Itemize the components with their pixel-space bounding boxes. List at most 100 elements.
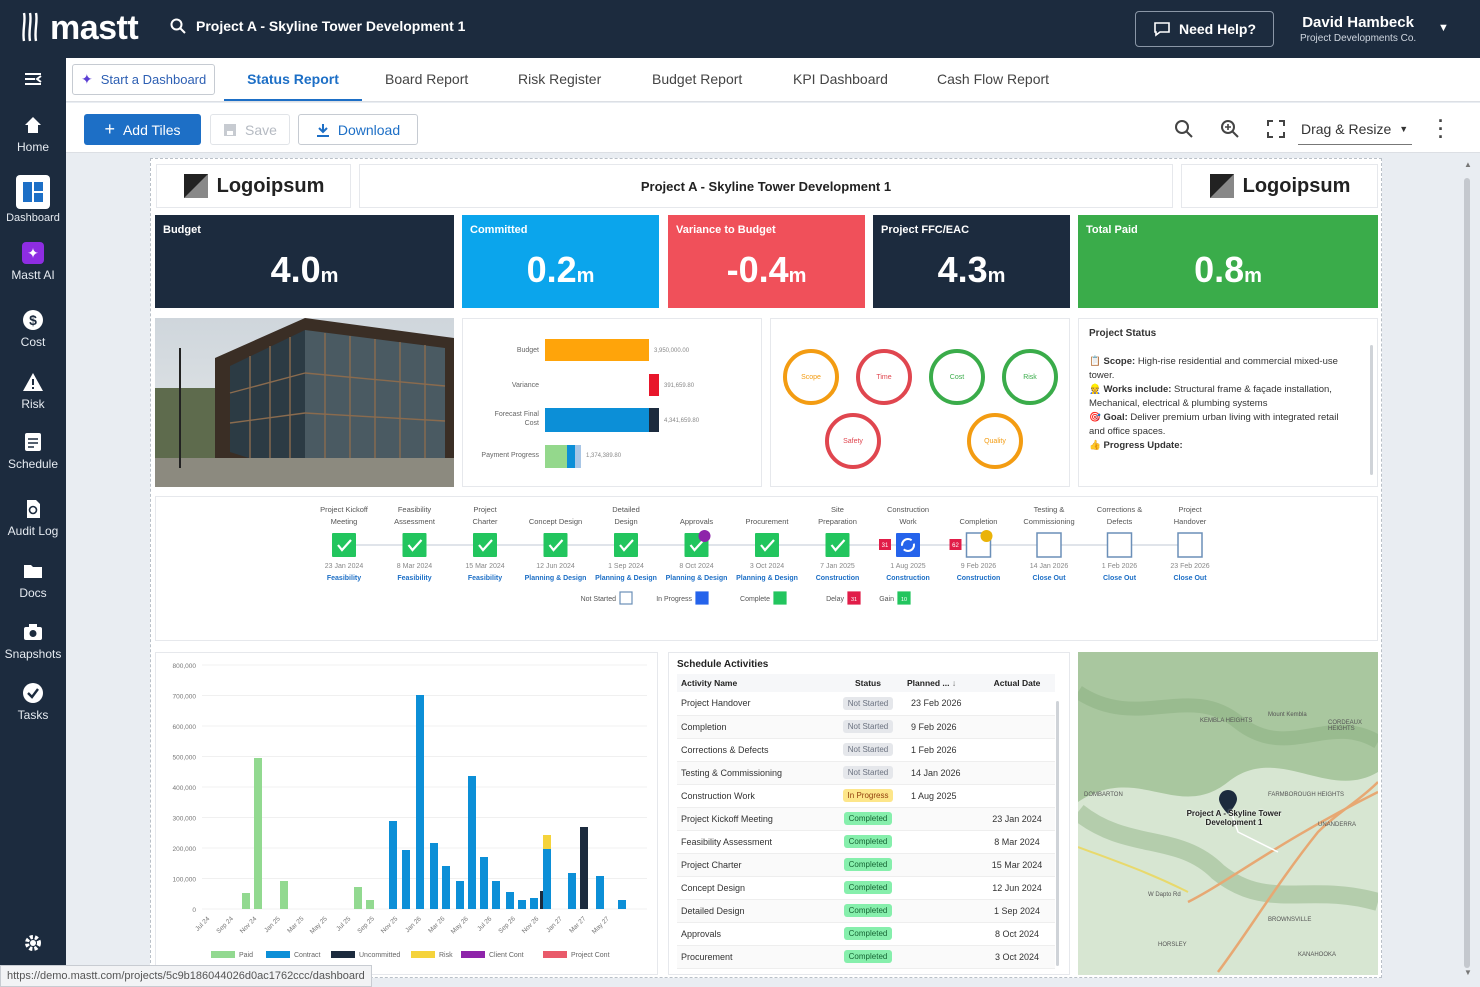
check-icon (619, 539, 634, 552)
more-options-icon[interactable]: · · · (1438, 111, 1444, 147)
search-icon[interactable] (1174, 119, 1194, 139)
cash-flow-chart[interactable]: 800,000 700,000 600,000 500,000 400,000 300,0… (155, 652, 658, 975)
table-row[interactable]: Project Kickoff Meeting Completed 23 Jan… (677, 807, 1055, 831)
milestone-name: Charter (472, 517, 498, 526)
bar-value: 3,950,000.00 (654, 348, 690, 354)
tab-cash-flow-report[interactable]: Cash Flow Report (937, 71, 1050, 87)
milestone-name: Work (899, 517, 917, 526)
goal-key: Goal: (1103, 412, 1128, 423)
map-pin-label: Project A - Skyline Tower Development 1 (1186, 809, 1282, 827)
scope-key: Scope: (1103, 356, 1136, 367)
column-header-planned[interactable]: Planned ... ↓ (907, 678, 957, 688)
sidebar-item-audit-log[interactable]: Audit Log (0, 498, 66, 538)
sidebar-item-home[interactable]: Home (0, 114, 66, 154)
title-tile[interactable]: Project A - Skyline Tower Development 1 (359, 164, 1173, 208)
sparkle-icon: ✦ (81, 71, 93, 87)
mastt-logo[interactable]: mastt (20, 8, 139, 48)
sidebar-item-schedule[interactable]: Schedule (0, 431, 66, 471)
metric-variance[interactable]: Variance to Budget -0.4m (668, 215, 865, 308)
schedule-activities-tile[interactable]: Schedule Activities Activity Name Status… (668, 652, 1070, 975)
project-search[interactable]: Project A - Skyline Tower Development 1 (170, 18, 465, 34)
ring-label: Time (876, 374, 891, 381)
project-status-tile[interactable]: Project Status 📋 Scope: High-rise reside… (1078, 318, 1378, 487)
download-button[interactable]: Download (298, 114, 418, 145)
project-photo[interactable] (155, 318, 454, 487)
x-tick-label: Jan 27 (545, 915, 564, 934)
start-dashboard-button[interactable]: ✦ Start a Dashboard (72, 64, 216, 95)
sidebar-menu-toggle[interactable] (0, 68, 66, 94)
works-value: Structural frame & façade installation, … (1089, 384, 1332, 409)
scrollbar[interactable] (1056, 701, 1059, 966)
need-help-button[interactable]: Need Help? (1135, 11, 1274, 47)
sidebar-item-docs[interactable]: Docs (0, 560, 66, 600)
budget-bar-chart[interactable]: Budget 3,950,000.00 Variance 391,659.80 … (462, 318, 762, 487)
table-row[interactable]: Project Charter Completed 15 Mar 2024 (677, 853, 1055, 877)
metric-budget[interactable]: Budget 4.0m (155, 215, 454, 308)
save-button[interactable]: Save (210, 114, 290, 145)
sidebar-item-mastt-ai[interactable]: ✦ Mastt AI (0, 242, 66, 282)
sidebar-item-dashboard[interactable]: Dashboard (0, 175, 66, 224)
tab-board-report[interactable]: Board Report (385, 71, 469, 87)
sidebar-item-cost[interactable]: $ Cost (0, 309, 66, 349)
planned-date (903, 876, 979, 900)
milestone-date: 15 Mar 2024 (465, 563, 504, 570)
x-tick-label: Sep 25 (356, 915, 376, 935)
not-started-box (1177, 532, 1203, 558)
logo-tile-right[interactable]: Logoipsum (1181, 164, 1378, 208)
sidebar-item-tasks[interactable]: Tasks (0, 682, 66, 722)
sidebar-item-risk[interactable]: Risk (0, 371, 66, 411)
table-row[interactable]: Detailed Design Completed 1 Sep 2024 (677, 899, 1055, 923)
drag-resize-dropdown[interactable]: Drag & Resize ▼ (1298, 114, 1412, 145)
planned-date: 1 Aug 2025 (903, 784, 979, 808)
metric-label: Total Paid (1086, 224, 1138, 236)
ring-label: Cost (950, 374, 964, 381)
table-row[interactable]: Approvals Completed 8 Oct 2024 (677, 922, 1055, 946)
tab-kpi-dashboard[interactable]: KPI Dashboard (793, 71, 888, 87)
table-row[interactable]: Completion Not Started 9 Feb 2026 (677, 715, 1055, 739)
zoom-in-icon[interactable] (1220, 119, 1240, 139)
status-cell: In Progress (833, 784, 903, 808)
table-row[interactable]: Procurement Completed 3 Oct 2024 (677, 945, 1055, 969)
kpi-rings-tile[interactable]: Scope Time Cost Risk Safety Quality (770, 318, 1070, 487)
tab-status-report[interactable]: Status Report (224, 58, 362, 101)
metric-ffc[interactable]: Project FFC/EAC 4.3m (873, 215, 1070, 308)
activity-name: Approvals (677, 922, 833, 946)
activity-name: Project Handover (677, 692, 833, 716)
column-header[interactable]: Activity Name (681, 678, 738, 688)
sidebar-item-label: Cost (20, 335, 46, 349)
table-row[interactable]: Project Handover Not Started 23 Feb 2026 (677, 692, 1055, 716)
settings-button[interactable] (0, 932, 66, 958)
scope-value: High-rise residential and commercial mix… (1089, 356, 1338, 381)
logo-tile-left[interactable]: Logoipsum (156, 164, 351, 208)
fullscreen-icon[interactable] (1266, 119, 1286, 139)
page-scrollbar[interactable]: ▲ ▼ (1464, 160, 1472, 977)
milestone-date: 8 Mar 2024 (397, 563, 433, 570)
scrollbar[interactable] (1370, 345, 1373, 475)
milestone-name: Assessment (394, 517, 436, 526)
table-row[interactable]: Testing & Commissioning Not Started 14 J… (677, 761, 1055, 785)
milestone-timeline-tile[interactable]: Project Kickoff Meeting 23 Jan 2024 Feasibi… (155, 496, 1378, 641)
add-tiles-button[interactable]: + Add Tiles (84, 114, 201, 145)
chevron-down-icon[interactable]: ▼ (1438, 22, 1449, 34)
tab-budget-report[interactable]: Budget Report (652, 71, 743, 87)
folder-icon (24, 565, 42, 578)
metric-committed[interactable]: Committed 0.2m (462, 215, 659, 308)
project-map[interactable]: Project A - Skyline Tower Development 1 … (1078, 652, 1378, 975)
table-row[interactable]: Construction Work In Progress 1 Aug 2025 (677, 784, 1055, 808)
cash-bar (366, 900, 374, 909)
column-header[interactable]: Actual Date (993, 678, 1041, 688)
user-menu[interactable]: David Hambeck Project Developments Co. (1300, 14, 1416, 44)
column-header[interactable]: Status (855, 678, 881, 688)
table-row[interactable]: Feasibility Assessment Completed 8 Mar 2… (677, 830, 1055, 854)
tab-risk-register[interactable]: Risk Register (518, 71, 602, 87)
sidebar-item-snapshots[interactable]: Snapshots (0, 621, 66, 661)
table-row[interactable]: Concept Design Completed 12 Jun 2024 (677, 876, 1055, 900)
milestone-date: 12 Jun 2024 (536, 563, 575, 570)
legend-swatch (266, 951, 290, 958)
works-key: Works include: (1103, 384, 1172, 395)
table-row[interactable]: Corrections & Defects Not Started 1 Feb … (677, 738, 1055, 762)
cash-bar (354, 887, 362, 909)
milestone-phase: Planning & Design (736, 575, 798, 582)
cash-bar (543, 849, 551, 909)
metric-total-paid[interactable]: Total Paid 0.8m (1078, 215, 1378, 308)
